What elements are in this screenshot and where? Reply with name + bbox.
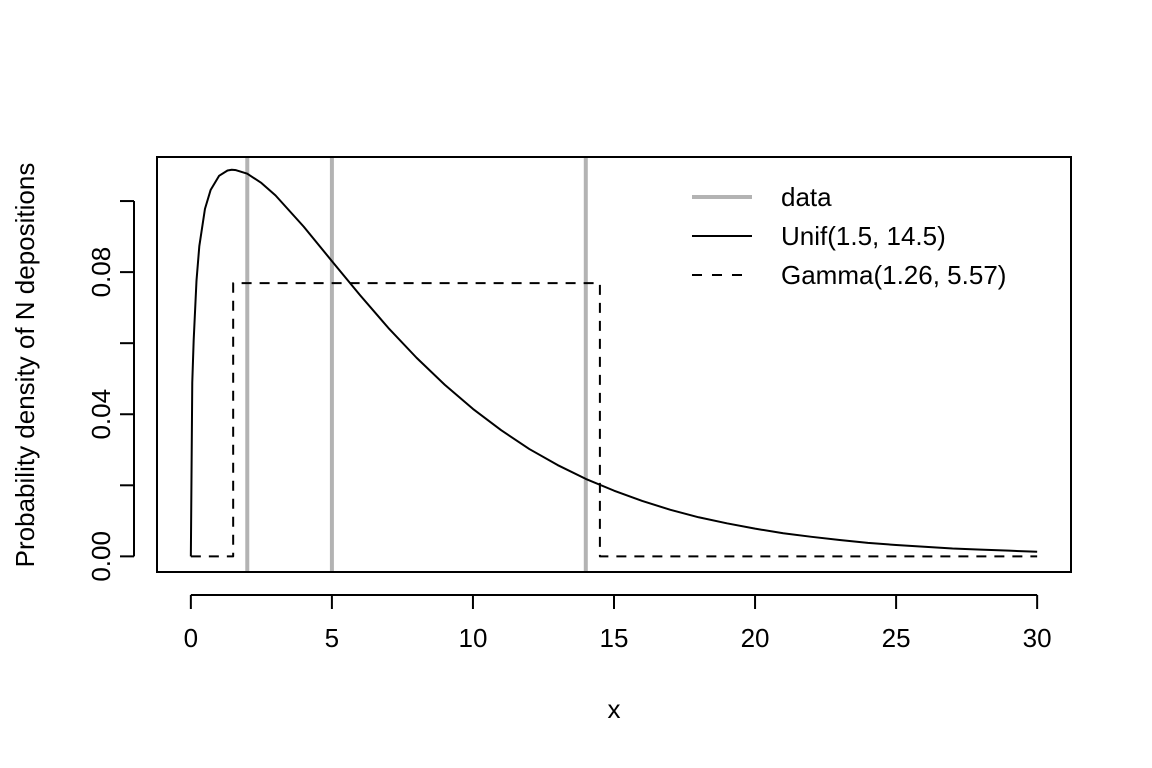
x-tick-label-4: 20 xyxy=(741,623,770,653)
legend-label-0: data xyxy=(781,182,832,212)
legend-label-1: Unif(1.5, 14.5) xyxy=(781,221,946,251)
x-tick-label-3: 15 xyxy=(600,623,629,653)
series-line-0 xyxy=(189,168,1038,557)
data-reference-lines xyxy=(245,157,588,572)
x-tick-label-1: 5 xyxy=(325,623,339,653)
y-tick-label-2: 0.04 xyxy=(86,389,116,440)
y-axis: 0.00 0.04 0.08 xyxy=(86,200,135,582)
x-tick-label-6: 30 xyxy=(1023,623,1052,653)
x-axis-title: x xyxy=(608,694,621,724)
plot-frame xyxy=(156,156,1072,573)
y-axis-title: Probability density of N depositions xyxy=(10,163,40,568)
y-tick-label-0: 0.00 xyxy=(86,531,116,582)
x-tick-label-0: 0 xyxy=(184,623,198,653)
legend: data Unif(1.5, 14.5) Gamma(1.26, 5.57) xyxy=(692,182,1006,290)
x-axis: 0 5 10 15 20 25 30 xyxy=(184,594,1052,653)
x-tick-label-2: 10 xyxy=(458,623,487,653)
y-tick-label-4: 0.08 xyxy=(86,247,116,298)
series-layer xyxy=(189,168,1038,558)
series-line-1 xyxy=(190,282,1038,558)
legend-label-2: Gamma(1.26, 5.57) xyxy=(781,260,1006,290)
x-tick-label-5: 25 xyxy=(882,623,911,653)
